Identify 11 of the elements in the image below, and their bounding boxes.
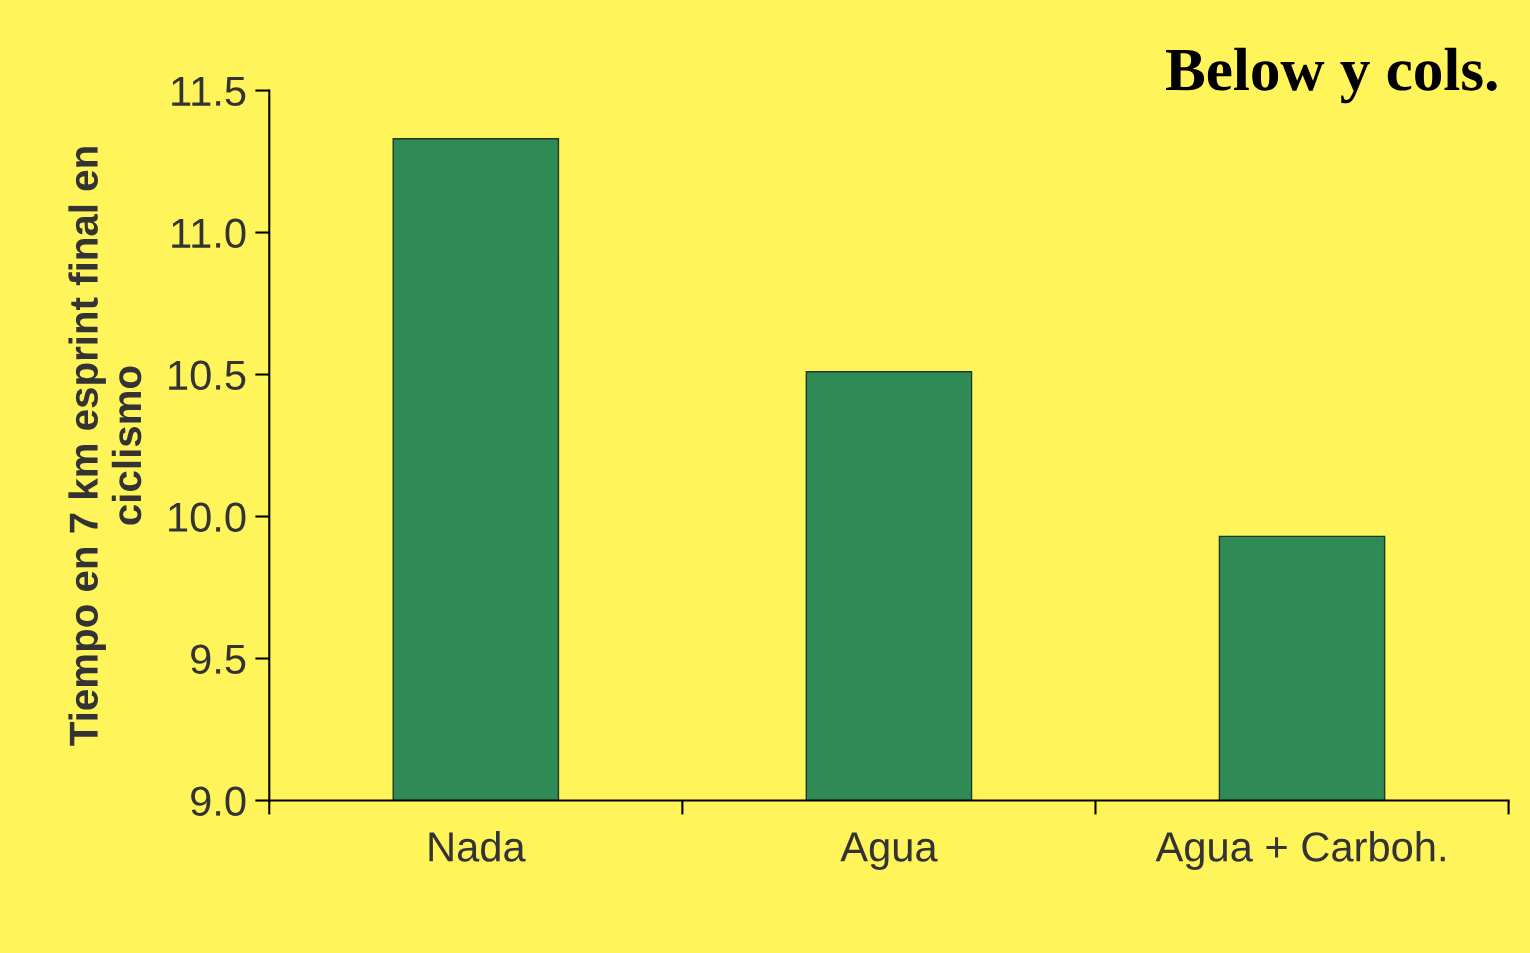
y-tick-label: 10.5 — [169, 360, 246, 391]
y-tick-label: 9.0 — [191, 786, 246, 817]
x-tick-label: Nada — [429, 831, 526, 862]
y-tick-label: 9.5 — [191, 644, 246, 675]
y-tick-label: 11.5 — [172, 76, 246, 107]
chart-title: Below y cols. — [1166, 47, 1497, 104]
x-tick-label: Agua — [840, 832, 938, 870]
y-tick-label: 10.0 — [169, 502, 246, 533]
y-axis-title: Tiempo en 7 km esprint final en ciclismo — [68, 147, 142, 746]
y-tick-label: 11.0 — [172, 218, 246, 249]
x-tick-label: Agua + Carboh. — [1155, 831, 1445, 870]
